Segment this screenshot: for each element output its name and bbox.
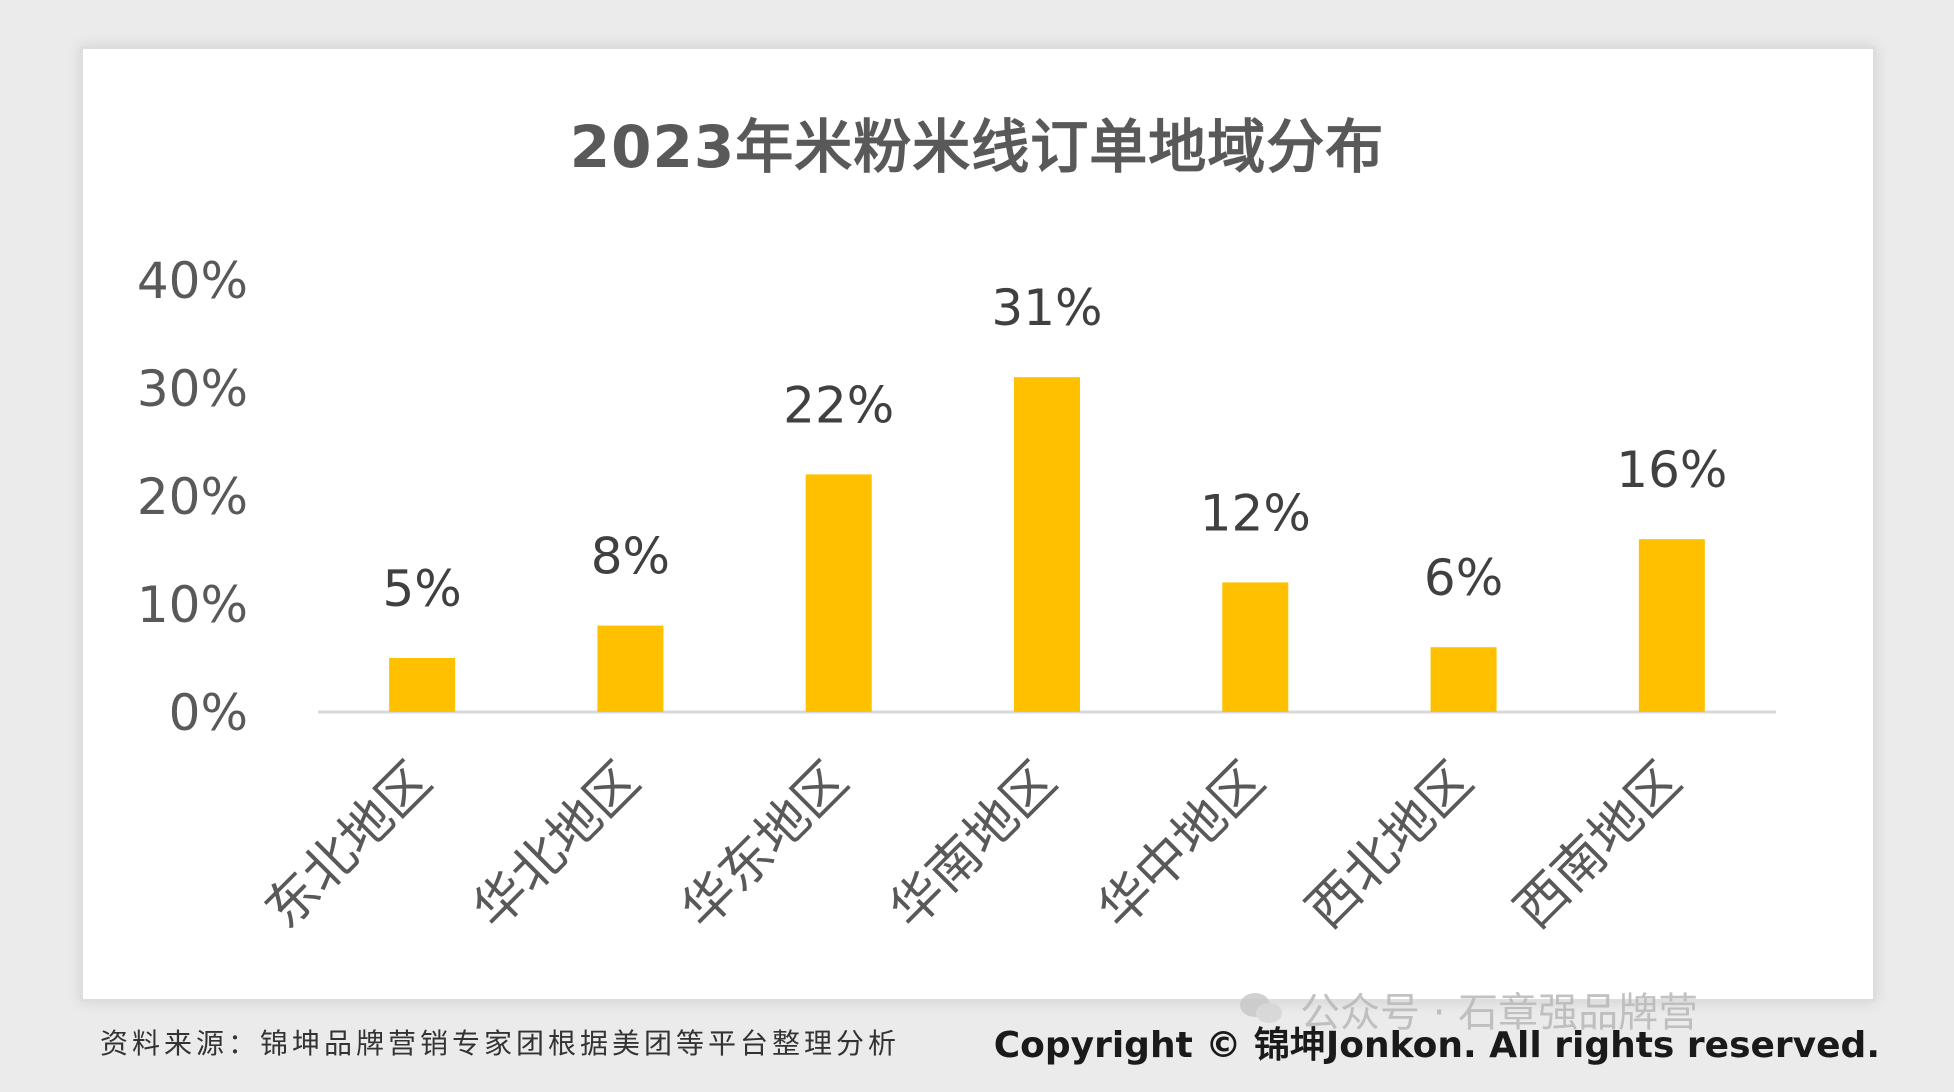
wechat-icon	[1240, 991, 1286, 1027]
x-tick-label: 西南地区	[1504, 751, 1694, 941]
watermark-text: 公众号 · 石章强品牌营	[1300, 990, 1699, 1036]
chart-card	[80, 46, 1876, 1002]
y-tick-label: 0%	[169, 684, 248, 742]
data-label: 31%	[991, 279, 1102, 337]
x-tick-label: 华中地区	[1087, 751, 1277, 941]
x-tick-label: 西北地区	[1295, 751, 1485, 941]
bar	[1014, 377, 1080, 712]
data-label: 6%	[1424, 549, 1503, 607]
bar	[597, 625, 664, 712]
data-label: 5%	[382, 560, 461, 618]
source-note: 资料来源：锦坤品牌营销专家团根据美团等平台整理分析	[100, 1027, 901, 1060]
x-tick-label: 华北地区	[462, 751, 652, 941]
data-label: 8%	[591, 528, 670, 586]
y-tick-label: 10%	[137, 576, 248, 634]
y-tick-label: 40%	[137, 252, 248, 310]
bar	[1430, 647, 1497, 712]
data-label: 12%	[1200, 484, 1311, 542]
bar-chart: 0% 10% 20% 30% 40% 5% 8% 22% 31% 12% 6% 16% 东北地区 华北…	[137, 252, 1776, 941]
bar	[805, 474, 872, 712]
x-tick-label: 华东地区	[670, 751, 860, 941]
watermark: 公众号 · 石章强品牌营	[1240, 980, 1698, 1038]
x-tick-label: 东北地区	[254, 751, 444, 941]
data-label: 16%	[1616, 441, 1727, 499]
y-tick-label: 30%	[137, 360, 248, 418]
bar	[1222, 582, 1289, 712]
data-label: 22%	[783, 376, 894, 434]
bar	[389, 658, 456, 712]
chart-title: 2023年米粉米线订单地域分布	[569, 113, 1385, 181]
copyright-notice: Copyright © 锦坤Jonkon. All rights reserve…	[993, 1025, 1880, 1066]
x-tick-label: 华南地区	[879, 751, 1069, 941]
y-tick-label: 20%	[137, 468, 248, 526]
bar	[1638, 539, 1705, 712]
